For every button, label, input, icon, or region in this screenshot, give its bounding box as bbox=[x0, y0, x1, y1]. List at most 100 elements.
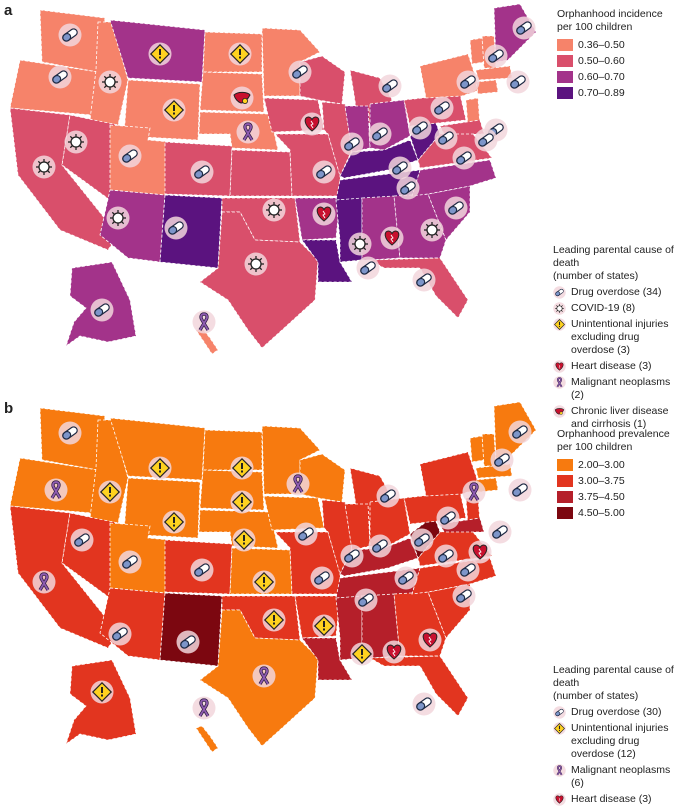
pill-icon bbox=[310, 566, 334, 590]
legend-label: 0.60–0.70 bbox=[578, 70, 625, 83]
legend-swatch bbox=[557, 491, 573, 503]
pill-icon bbox=[108, 622, 132, 646]
pill-icon bbox=[190, 160, 214, 184]
legend-prevalence: Orphanhood prevalence per 100 children 2… bbox=[557, 428, 670, 521]
ribbon-icon bbox=[192, 696, 216, 720]
state-la bbox=[301, 637, 353, 681]
pill-icon bbox=[506, 70, 530, 94]
pill-icon bbox=[456, 558, 480, 582]
heart-icon bbox=[553, 360, 566, 373]
warning-icon bbox=[350, 642, 374, 666]
legend-label: 3.00–3.75 bbox=[578, 474, 625, 487]
legend-bin: 4.50–5.00 bbox=[557, 505, 670, 521]
state-fl bbox=[368, 655, 469, 717]
state-ca bbox=[9, 505, 119, 649]
cause-label: Malignant neoplasms (6) bbox=[571, 764, 671, 789]
cause-row: Unintentional injuries excluding drug ov… bbox=[553, 318, 683, 357]
cause-row: Heart disease (3) bbox=[553, 793, 683, 806]
state-hi bbox=[195, 725, 219, 753]
pill-icon bbox=[340, 544, 364, 568]
pill-icon bbox=[553, 706, 566, 719]
legend-bin: 2.00–3.00 bbox=[557, 457, 670, 473]
virus-icon bbox=[553, 302, 566, 315]
state-nm bbox=[159, 592, 223, 667]
cause-label: Malignant neoplasms (2) bbox=[571, 376, 671, 401]
legend-title: Orphanhood prevalence per 100 children bbox=[557, 428, 670, 453]
pill-icon bbox=[48, 65, 72, 89]
warning-icon bbox=[262, 608, 286, 632]
pill-icon bbox=[452, 146, 476, 170]
pill-icon bbox=[354, 588, 378, 612]
virus-icon bbox=[348, 232, 372, 256]
legend-bin: 0.50–0.60 bbox=[557, 53, 663, 69]
pill-icon bbox=[90, 298, 114, 322]
cause-row: Drug overdose (34) bbox=[553, 286, 683, 299]
cause-row: Malignant neoplasms (2) bbox=[553, 376, 683, 402]
legend-label: 3.75–4.50 bbox=[578, 490, 625, 503]
cause-row: Unintentional injuries excluding drug ov… bbox=[553, 722, 683, 761]
warning-icon bbox=[232, 528, 256, 552]
ribbon-icon bbox=[553, 764, 566, 777]
legend-swatch bbox=[557, 475, 573, 487]
cause-label: Unintentional injuries excluding drug ov… bbox=[571, 722, 669, 760]
pill-icon bbox=[118, 550, 142, 574]
pill-icon bbox=[190, 558, 214, 582]
pill-icon bbox=[394, 566, 418, 590]
legend-label: 4.50–5.00 bbox=[578, 506, 625, 519]
virus-icon bbox=[244, 252, 268, 276]
pill-icon bbox=[70, 528, 94, 552]
virus-icon bbox=[262, 198, 286, 222]
legend-causes-title: Leading parental cause of death (number … bbox=[553, 664, 674, 702]
pill-icon bbox=[412, 268, 436, 292]
legend-bin: 3.00–3.75 bbox=[557, 473, 670, 489]
warning-icon bbox=[98, 480, 122, 504]
cause-label: COVID-19 (8) bbox=[571, 302, 636, 314]
legend-causes-a: Leading parental cause of death (number … bbox=[553, 244, 683, 434]
legend-causes-title: Leading parental cause of death (number … bbox=[553, 244, 674, 282]
pill-icon bbox=[176, 630, 200, 654]
state-ks bbox=[229, 149, 293, 197]
pill-icon bbox=[58, 421, 82, 445]
warning-icon bbox=[230, 456, 254, 480]
pill-icon bbox=[356, 256, 380, 280]
pill-icon bbox=[488, 520, 512, 544]
warning-icon bbox=[230, 490, 254, 514]
pill-icon bbox=[452, 584, 476, 608]
liver-icon bbox=[230, 86, 254, 110]
state-la bbox=[301, 239, 353, 283]
state-ca bbox=[9, 107, 119, 251]
virus-icon bbox=[98, 70, 122, 94]
warning-icon bbox=[553, 318, 566, 331]
pill-icon bbox=[410, 528, 434, 552]
cause-label: Chronic liver disease and cirrhosis (1) bbox=[571, 405, 669, 430]
heart-icon bbox=[382, 640, 406, 664]
heart-icon bbox=[380, 226, 404, 250]
pill-icon bbox=[436, 506, 460, 530]
pill-icon bbox=[58, 23, 82, 47]
panel-b: b bbox=[0, 398, 685, 806]
ribbon-icon bbox=[44, 478, 68, 502]
pill-icon bbox=[434, 544, 458, 568]
ribbon-icon bbox=[192, 310, 216, 334]
cause-row: COVID-19 (8) bbox=[553, 302, 683, 315]
ribbon-icon bbox=[32, 570, 56, 594]
legend-bin: 0.60–0.70 bbox=[557, 69, 663, 85]
us-map-incidence bbox=[9, 3, 537, 355]
warning-icon bbox=[228, 42, 252, 66]
legend-title: Orphanhood incidence per 100 children bbox=[557, 8, 663, 33]
pill-icon bbox=[434, 126, 458, 150]
pill-icon bbox=[508, 478, 532, 502]
virus-icon bbox=[32, 155, 56, 179]
pill-icon bbox=[164, 216, 188, 240]
cause-row: Chronic liver disease and cirrhosis (1) bbox=[553, 405, 683, 431]
warning-icon bbox=[312, 614, 336, 638]
pill-icon bbox=[368, 534, 392, 558]
cause-row: Drug overdose (30) bbox=[553, 706, 683, 719]
legend-causes-b: Leading parental cause of death (number … bbox=[553, 664, 683, 809]
state-vt bbox=[469, 435, 485, 463]
pill-icon bbox=[484, 44, 508, 68]
panel-a: a bbox=[0, 0, 685, 430]
cause-row: Malignant neoplasms (6) bbox=[553, 764, 683, 790]
state-ct bbox=[475, 79, 499, 95]
pill-icon bbox=[388, 156, 412, 180]
